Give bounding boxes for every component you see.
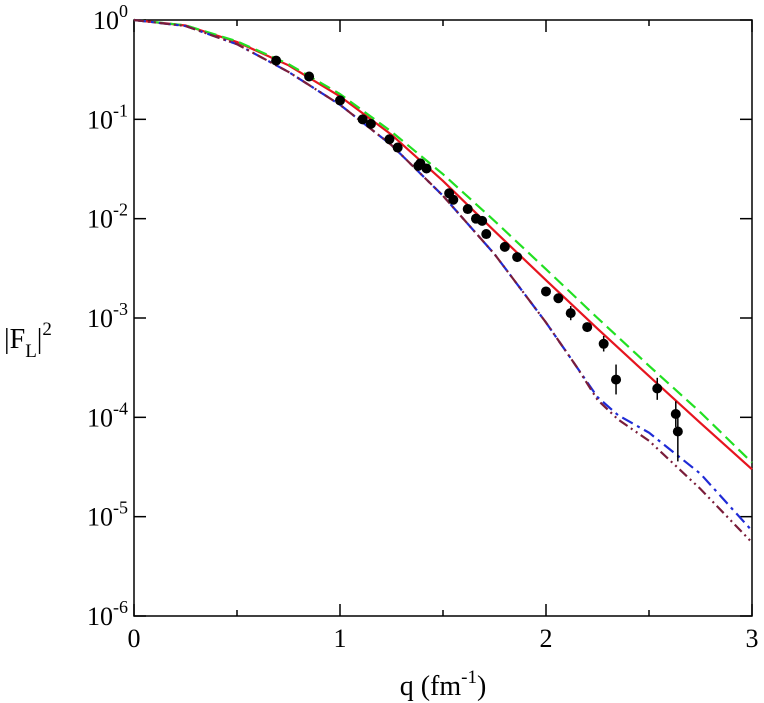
data-point (611, 374, 622, 385)
y-tick-label: 10-4 (87, 398, 128, 432)
y-tick-label: 10-6 (87, 597, 128, 631)
y-tick-label: 10-1 (87, 100, 128, 134)
data-point (304, 71, 315, 82)
curve-green (133, 18, 753, 464)
data-point (598, 338, 609, 349)
x-tick-label: 3 (746, 624, 759, 653)
data-point (384, 134, 395, 145)
x-axis-label: q (fm-1) (400, 667, 487, 702)
y-axis: 100 10-1 10-2 10-3 10-4 10-5 10-6 (87, 1, 752, 631)
y-tick-label: 100 (93, 1, 128, 35)
data-point (357, 114, 368, 125)
data-point (652, 383, 663, 394)
data-point (477, 215, 488, 226)
data-point (448, 194, 459, 205)
x-tick-label: 0 (128, 624, 141, 653)
plot-area-frame (133, 19, 753, 617)
data-point (541, 286, 551, 297)
data-point (271, 55, 282, 66)
data-points (271, 55, 683, 462)
curve-maroon (133, 18, 753, 544)
data-point (565, 308, 576, 319)
data-point (365, 118, 376, 129)
data-point (582, 322, 593, 333)
data-point (462, 204, 473, 215)
x-tick-label: 2 (540, 624, 553, 653)
y-tick-label: 10-2 (87, 200, 128, 234)
data-point (553, 293, 564, 304)
x-tick-label: 1 (334, 624, 347, 653)
x-axis: 0 1 2 3 (128, 20, 759, 653)
y-axis-label: |FL|2 (4, 319, 52, 362)
curve-blue (133, 18, 753, 532)
data-point (499, 241, 510, 252)
data-point (672, 426, 683, 437)
curve-red (133, 18, 753, 471)
data-point (392, 142, 403, 153)
curves (133, 18, 753, 544)
data-point (421, 163, 432, 174)
data-point (481, 229, 492, 240)
data-point (512, 252, 523, 263)
data-point (335, 95, 345, 106)
data-point (670, 409, 681, 420)
y-tick-label: 10-3 (87, 299, 128, 333)
y-tick-label: 10-5 (87, 498, 128, 532)
